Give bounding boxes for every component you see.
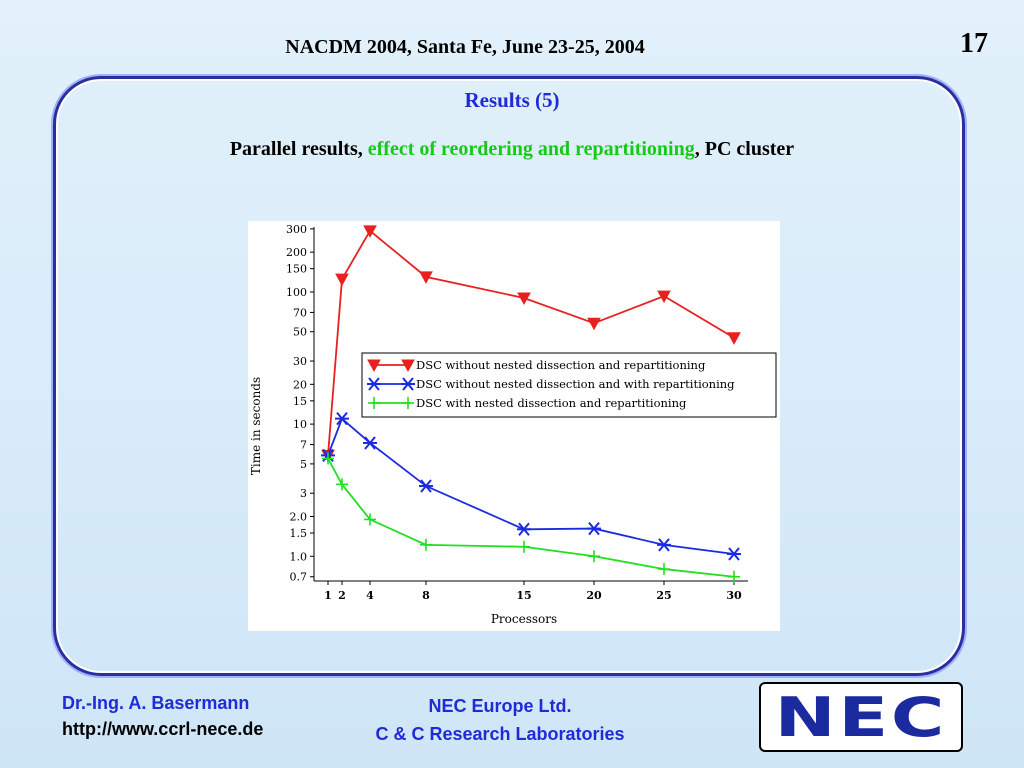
subtitle-highlight: effect of reordering and repartitioning (367, 138, 695, 160)
data-point (368, 397, 380, 409)
legend-label: DSC with nested dissection and repartiti… (416, 396, 687, 410)
data-point-stroke (364, 436, 376, 450)
data-point (518, 540, 530, 553)
data-point (336, 478, 348, 491)
x-axis-label: Processors (491, 612, 557, 626)
data-point (727, 332, 741, 345)
data-point (587, 317, 601, 331)
x-tick-label: 25 (656, 589, 671, 602)
x-tick-label: 8 (422, 589, 430, 602)
footer-org-block: NEC Europe Ltd. C & C Research Laborator… (330, 692, 670, 748)
subtitle-part2: , PC cluster (694, 138, 795, 160)
subtitle-part1: Parallel results, (229, 138, 368, 160)
data-point (419, 479, 433, 493)
y-tick-label: 100 (286, 286, 307, 299)
x-tick-label: 20 (586, 589, 602, 602)
footer-url[interactable]: http://www.ccrl-nece.de (62, 719, 264, 739)
data-point (363, 225, 377, 238)
y-axis-label: Time in seconds (249, 377, 263, 475)
data-point-stroke (336, 411, 348, 426)
x-tick-label: 2 (338, 589, 346, 602)
series-line (327, 417, 735, 555)
nec-logo-text: NEC (774, 685, 948, 749)
data-point (727, 547, 741, 561)
data-point (517, 522, 531, 536)
data-point (367, 377, 381, 391)
y-tick-label: 150 (286, 263, 307, 276)
chart-axes: 0.7 1.0 1.5 2.0 3 5 7 10 15 20 30 50 70 100 150 200 300 1… (286, 223, 748, 602)
data-point-stroke (518, 522, 530, 536)
chart-svg: 0.7 1.0 1.5 2.0 3 5 7 10 15 20 30 50 70 100 150 200 300 1… (249, 223, 777, 626)
footer-org-line2: C & C Research Laboratories (375, 724, 625, 744)
data-point (401, 359, 415, 373)
footer-org-line1: NEC Europe Ltd. (428, 696, 572, 716)
data-point (322, 452, 334, 465)
data-point-stroke (588, 521, 600, 536)
x-tick-label: 1 (324, 589, 332, 602)
data-point (367, 359, 381, 373)
data-point (658, 563, 670, 576)
legend-entry: DSC without nested dissection and with r… (367, 377, 735, 391)
y-tick-label: 1.0 (290, 550, 308, 563)
footer-author-block: Dr.-Ing. A. Basermann http://www.ccrl-ne… (62, 690, 263, 742)
y-tick-label: 300 (286, 223, 307, 236)
footer-author: Dr.-Ing. A. Basermann (62, 693, 250, 713)
x-tick-label: 15 (516, 589, 531, 602)
data-point-stroke (420, 479, 432, 493)
chart-container: 0.7 1.0 1.5 2.0 3 5 7 10 15 20 30 50 70 100 150 200 300 1… (248, 221, 780, 631)
slide-number: 17 (960, 28, 988, 59)
chart-legend: DSC without nested dissection and repart… (361, 352, 777, 418)
subtitle: Parallel results, effect of reordering a… (0, 138, 1024, 161)
data-point (588, 550, 600, 563)
section-title: Results (5) (464, 88, 560, 112)
data-point (420, 538, 432, 551)
data-point-stroke (728, 547, 740, 561)
y-tick-label: 2.0 (290, 510, 308, 523)
data-point (657, 538, 671, 552)
x-tick-label: 4 (366, 589, 374, 602)
y-tick-label: 10 (293, 418, 307, 431)
header-title: NACDM 2004, Santa Fe, June 23-25, 2004 (285, 36, 645, 58)
data-point-stroke (402, 377, 414, 391)
data-point-stroke (368, 377, 380, 391)
data-point (419, 271, 433, 284)
y-tick-label: 7 (300, 439, 307, 452)
y-tick-label: 20 (293, 378, 307, 391)
data-point (657, 290, 671, 304)
data-point-stroke (658, 538, 670, 552)
y-tick-label: 3 (300, 487, 307, 500)
data-point (335, 273, 349, 287)
series-2 (322, 452, 740, 583)
series-line (327, 457, 735, 578)
legend-box (361, 352, 777, 418)
y-tick-label: 15 (293, 395, 307, 408)
series-line (327, 229, 735, 456)
data-point (517, 292, 531, 306)
chart-series (321, 225, 741, 583)
x-tick-label: 30 (726, 589, 742, 602)
y-tick-label: 70 (293, 306, 307, 319)
data-point (401, 377, 415, 391)
data-point (335, 411, 349, 426)
legend-entry: DSC without nested dissection and repart… (367, 358, 706, 373)
data-point (728, 570, 740, 583)
y-tick-label: 200 (286, 246, 307, 259)
data-point (364, 513, 376, 526)
legend-entry: DSC with nested dissection and repartiti… (368, 396, 687, 410)
data-point (587, 521, 601, 536)
y-tick-label: 30 (293, 355, 307, 368)
y-tick-label: 5 (300, 458, 307, 471)
nec-logo: NEC (759, 682, 963, 752)
data-point (402, 397, 414, 409)
y-tick-label: 1.5 (290, 527, 308, 540)
legend-label: DSC without nested dissection and with r… (416, 377, 735, 391)
y-tick-label: 0.7 (290, 571, 308, 584)
data-point (363, 436, 377, 450)
series-0 (321, 225, 741, 463)
content-panel (53, 76, 965, 676)
y-tick-label: 50 (293, 326, 307, 339)
legend-label: DSC without nested dissection and repart… (416, 358, 706, 372)
series-1 (321, 411, 741, 561)
